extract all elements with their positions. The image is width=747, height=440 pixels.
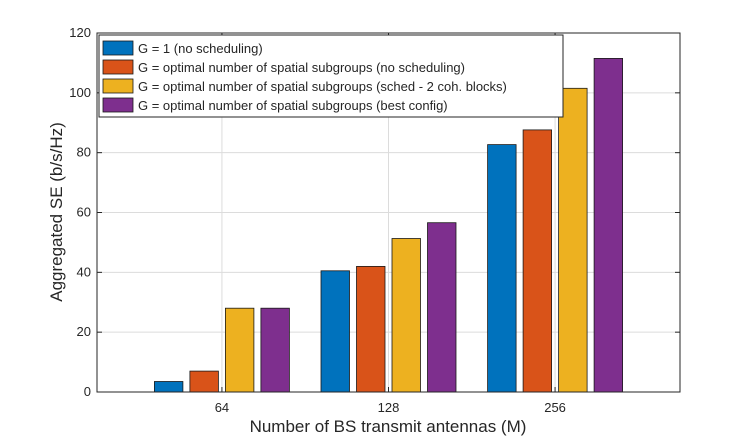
bar-series-1-64 bbox=[153, 381, 184, 393]
bars bbox=[153, 58, 623, 393]
x-axis-ticks: 64 128 256 bbox=[215, 33, 566, 415]
y-tick-label-20: 20 bbox=[77, 324, 91, 339]
legend: G = 1 (no scheduling) G = optimal number … bbox=[98, 34, 564, 118]
y-axis-label: Aggregated SE (b/s/Hz) bbox=[47, 122, 66, 302]
bar-series-4-64 bbox=[260, 307, 290, 393]
bar-series-3-128 bbox=[391, 238, 421, 393]
bar-series-2-128 bbox=[356, 265, 386, 393]
bar-series-1-128 bbox=[320, 270, 350, 393]
bar-series-4-256 bbox=[593, 58, 623, 393]
legend-label-2: G = optimal number of spatial subgroups … bbox=[138, 60, 465, 75]
x-tick-label-256: 256 bbox=[544, 400, 566, 415]
bar-series-3-256 bbox=[558, 87, 588, 393]
legend-label-1: G = 1 (no scheduling) bbox=[138, 41, 263, 56]
legend-swatch-4 bbox=[102, 97, 134, 113]
bar-series-2-256 bbox=[522, 129, 552, 393]
y-axis-ticks: 0 20 40 60 80 100 120 bbox=[69, 25, 680, 399]
legend-box bbox=[98, 34, 564, 118]
y-tick-label-0: 0 bbox=[84, 384, 91, 399]
y-tick-label-120: 120 bbox=[69, 25, 91, 40]
legend-swatch-3 bbox=[102, 78, 134, 94]
bar-series-1-256 bbox=[487, 144, 517, 393]
x-tick-label-64: 64 bbox=[215, 400, 229, 415]
y-tick-label-100: 100 bbox=[69, 85, 91, 100]
x-tick-label-128: 128 bbox=[378, 400, 400, 415]
bar-series-4-128 bbox=[427, 222, 457, 393]
y-tick-label-80: 80 bbox=[77, 145, 91, 160]
y-tick-label-60: 60 bbox=[77, 205, 91, 220]
bar-series-3-64 bbox=[224, 307, 255, 393]
legend-swatch-1 bbox=[102, 40, 134, 56]
legend-label-4: G = optimal number of spatial subgroups … bbox=[138, 98, 448, 113]
bar-series-2-64 bbox=[189, 370, 219, 393]
x-axis-label: Number of BS transmit antennas (M) bbox=[250, 417, 527, 436]
legend-swatch-2 bbox=[102, 59, 134, 75]
y-tick-label-40: 40 bbox=[77, 264, 91, 279]
legend-label-3: G = optimal number of spatial subgroups … bbox=[138, 79, 507, 94]
